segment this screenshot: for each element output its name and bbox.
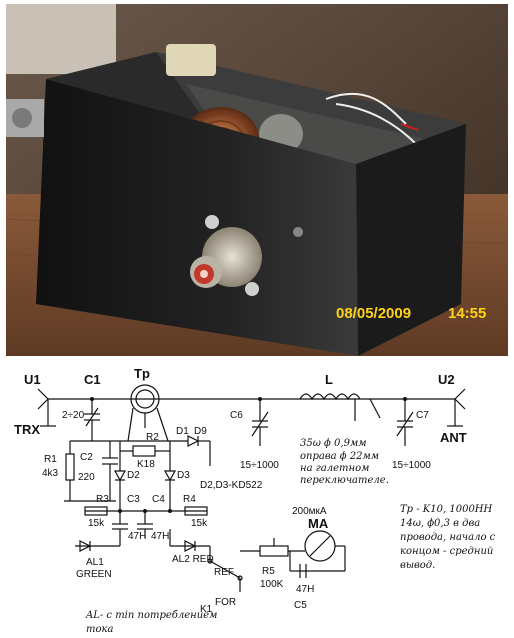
label-ant: ANT bbox=[440, 430, 467, 445]
label-u2: U2 bbox=[438, 372, 455, 387]
coil-note-line1: 35ω ϕ 0,9мм bbox=[300, 438, 367, 449]
label-c2-value: 220 bbox=[78, 472, 95, 483]
label-al1: AL1 bbox=[86, 557, 104, 568]
label-k1: K1 bbox=[200, 604, 213, 615]
label-c7-range: 15÷1000 bbox=[392, 460, 431, 471]
label-al1-color: GREEN bbox=[76, 569, 112, 580]
label-r1: R1 bbox=[44, 454, 57, 465]
label-c1: C1 bbox=[84, 372, 101, 387]
label-l: L bbox=[325, 372, 333, 387]
label-r4: R4 bbox=[183, 494, 196, 505]
photo-date-stamp: 08/05/2009 bbox=[336, 305, 411, 322]
label-c5: C5 bbox=[294, 600, 307, 611]
label-r3-value: 15k bbox=[88, 518, 105, 529]
device-photo: 08/05/2009 14:55 bbox=[6, 4, 508, 356]
label-c1-value: 2÷20 bbox=[62, 410, 85, 421]
label-c4: C4 bbox=[152, 494, 165, 505]
label-ma-value: 200мкА bbox=[292, 506, 327, 517]
al-note-line1: AL- с min потреблением bbox=[85, 610, 217, 621]
photo-time-stamp: 14:55 bbox=[448, 305, 486, 322]
label-d9: D9 bbox=[194, 426, 207, 437]
schematic-diagram: U1 C1 Tp L U2 TRX ANT 2÷20 R1 4k3 C2 220… bbox=[14, 366, 496, 635]
label-c6: C6 bbox=[230, 410, 243, 421]
al-note-line2: тока bbox=[86, 624, 113, 635]
label-r3: R3 bbox=[96, 494, 109, 505]
label-c2: C2 bbox=[80, 452, 93, 463]
label-c3: C3 bbox=[127, 494, 140, 505]
tp-note-line4: концом - средний bbox=[400, 546, 493, 557]
label-c4-value: 47H bbox=[151, 531, 169, 542]
label-ref: REF bbox=[214, 567, 234, 578]
label-c6-range: 15÷1000 bbox=[240, 460, 279, 471]
label-d2: D2 bbox=[127, 470, 140, 481]
label-c7: C7 bbox=[416, 410, 429, 421]
tp-note-line2: 14ω, ϕ0,3 в два bbox=[400, 518, 480, 529]
label-r4-value: 15k bbox=[191, 518, 208, 529]
label-d1: D1 bbox=[176, 426, 189, 437]
label-al2: AL2 RED bbox=[172, 554, 214, 565]
label-c3-value: 47H bbox=[128, 531, 146, 542]
tp-note-line1: Tp - K10, 1000НН bbox=[400, 504, 493, 515]
label-r1-value: 4k3 bbox=[42, 468, 59, 479]
tp-note-line5: вывод. bbox=[400, 560, 435, 571]
label-diodes: D2,D3-KD522 bbox=[200, 480, 263, 491]
label-r5-value: 100K bbox=[260, 579, 284, 590]
coil-note-line3: на галетном bbox=[300, 463, 369, 474]
label-c5-value: 47H bbox=[296, 584, 314, 595]
coil-note-line2: оправа ϕ 22мм bbox=[300, 451, 379, 462]
label-r5: R5 bbox=[262, 566, 275, 577]
label-d3: D3 bbox=[177, 470, 190, 481]
coil-note-line4: переключателе. bbox=[300, 475, 389, 486]
label-trx: TRX bbox=[14, 422, 40, 437]
label-ma: MA bbox=[308, 516, 329, 531]
tp-note-line3: провода, начало с bbox=[400, 532, 496, 543]
label-tp: Tp bbox=[134, 366, 150, 381]
label-r2-value: K18 bbox=[137, 459, 155, 470]
label-u1: U1 bbox=[24, 372, 41, 387]
label-r2: R2 bbox=[146, 432, 159, 443]
schematic-wires bbox=[37, 384, 466, 592]
label-for: FOR bbox=[215, 597, 236, 608]
